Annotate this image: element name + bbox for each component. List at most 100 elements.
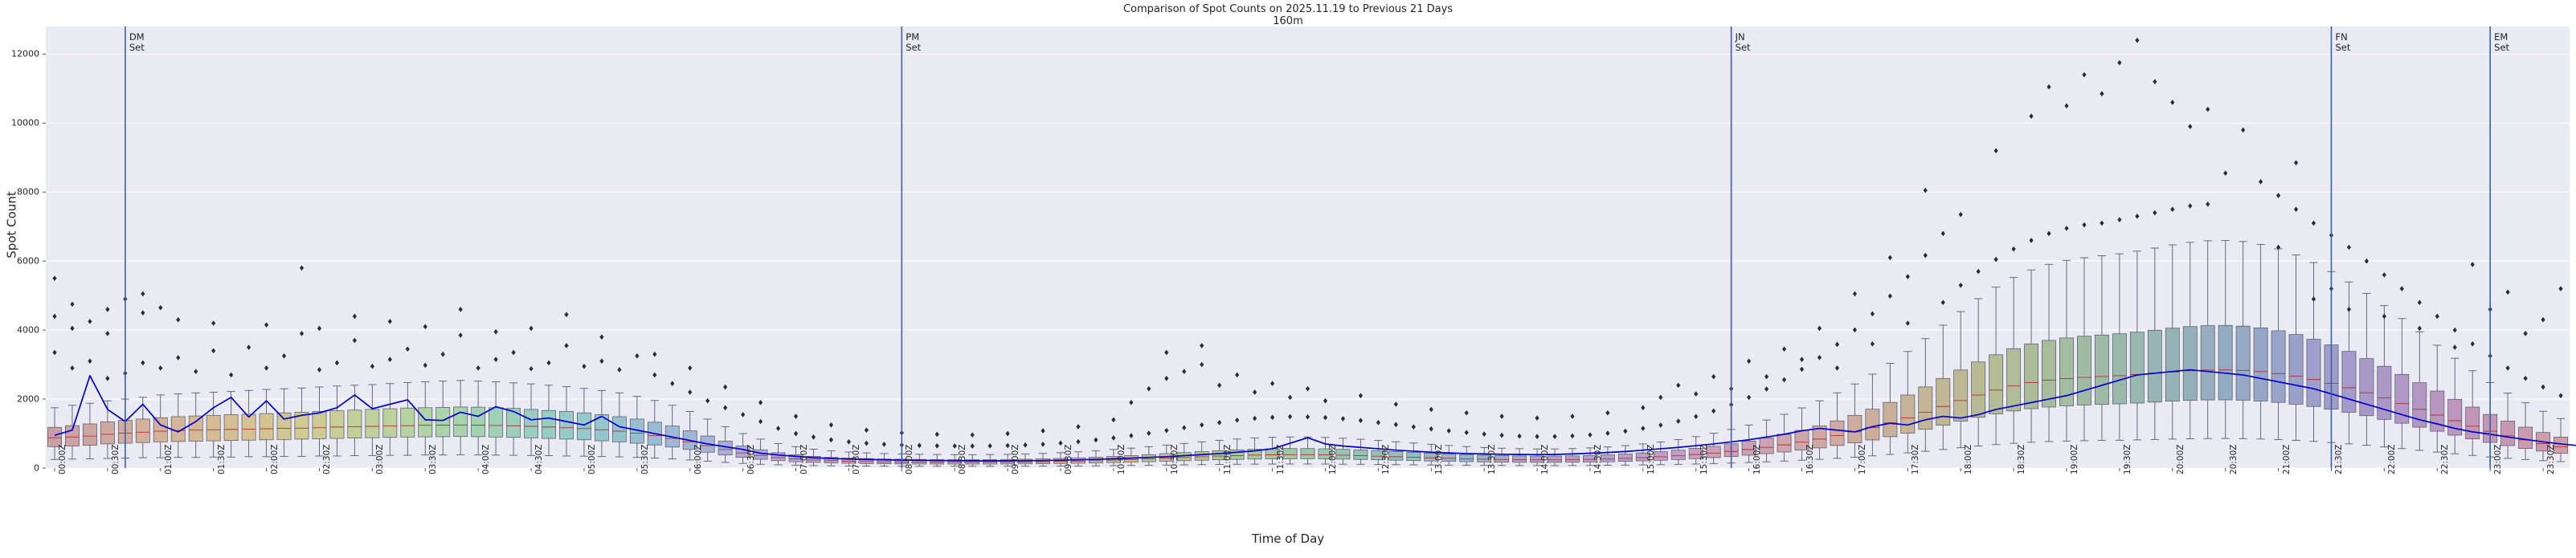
outlier-point bbox=[1270, 381, 1275, 387]
x-axis-label: Time of Day bbox=[1251, 532, 1325, 546]
box-iqr bbox=[2147, 329, 2162, 403]
outlier-point bbox=[2293, 206, 2299, 213]
outlier-point bbox=[2029, 113, 2034, 120]
box-group bbox=[1265, 381, 1280, 465]
outlier-point bbox=[2082, 222, 2087, 228]
outlier-point bbox=[1305, 385, 1310, 392]
box-group bbox=[629, 353, 644, 458]
outlier-point bbox=[105, 307, 110, 312]
x-tick-label: 00:00Z bbox=[57, 444, 67, 475]
box-iqr bbox=[47, 426, 62, 447]
outlier-point bbox=[158, 365, 163, 371]
outlier-point bbox=[652, 372, 657, 378]
outlier-point bbox=[2505, 365, 2510, 371]
box-group bbox=[1494, 413, 1510, 466]
box-iqr bbox=[824, 457, 839, 463]
box-iqr bbox=[294, 412, 309, 440]
box-iqr bbox=[347, 409, 362, 438]
box-iqr bbox=[806, 456, 821, 463]
box-iqr bbox=[2042, 340, 2056, 408]
box-group bbox=[1123, 400, 1139, 466]
box-iqr bbox=[965, 459, 980, 465]
outlier-point bbox=[370, 363, 374, 369]
outlier-point bbox=[458, 332, 463, 338]
plot-background bbox=[46, 26, 2570, 468]
outlier-point bbox=[1676, 418, 1681, 424]
x-tick-label: 12:30Z bbox=[1381, 444, 1392, 475]
outlier-point bbox=[1958, 282, 1963, 288]
outlier-point bbox=[493, 328, 498, 335]
box-group bbox=[2377, 272, 2392, 448]
x-tick-label: 19:30Z bbox=[2122, 444, 2132, 475]
outlier-point bbox=[2206, 201, 2210, 207]
box-group bbox=[365, 363, 380, 456]
outlier-point bbox=[1323, 414, 1328, 421]
outlier-point bbox=[1958, 211, 1963, 218]
box-iqr bbox=[1741, 441, 1756, 456]
box-iqr bbox=[312, 411, 327, 439]
outlier-point bbox=[141, 360, 145, 366]
event-label-em-set: EM Set bbox=[2494, 31, 2510, 53]
outlier-point bbox=[2417, 299, 2422, 306]
box-group bbox=[1371, 419, 1386, 465]
box-iqr bbox=[1000, 458, 1016, 465]
box-iqr bbox=[2024, 343, 2039, 409]
box-group bbox=[2500, 289, 2516, 459]
outlier-point bbox=[1993, 148, 1998, 153]
outlier-point bbox=[158, 304, 163, 311]
box-group bbox=[1018, 442, 1033, 467]
outlier-point bbox=[1235, 372, 1240, 378]
box-iqr bbox=[1582, 454, 1597, 462]
outlier-point bbox=[105, 375, 110, 381]
x-tick-label: 06:30Z bbox=[746, 444, 756, 475]
outlier-point bbox=[1358, 417, 1363, 424]
box-group bbox=[524, 325, 538, 456]
box-iqr bbox=[2430, 390, 2445, 432]
box-group bbox=[100, 307, 115, 459]
box-iqr bbox=[912, 458, 927, 465]
box-iqr bbox=[1847, 414, 1862, 443]
x-tick-label: 14:30Z bbox=[1593, 444, 1603, 475]
outlier-point bbox=[775, 426, 781, 431]
box-group bbox=[576, 363, 591, 457]
outlier-point bbox=[1940, 230, 1945, 237]
box-group bbox=[2129, 37, 2145, 441]
outlier-point bbox=[70, 301, 75, 308]
outlier-point bbox=[2417, 325, 2422, 332]
outlier-point bbox=[1799, 366, 1805, 373]
outlier-point bbox=[2241, 127, 2246, 133]
box-group bbox=[877, 442, 892, 467]
outlier-point bbox=[387, 356, 392, 362]
box-group bbox=[1759, 373, 1774, 462]
box-iqr bbox=[1865, 409, 1880, 441]
box-iqr bbox=[841, 458, 857, 464]
box-group bbox=[47, 275, 62, 460]
outlier-point bbox=[2470, 341, 2475, 347]
x-tick-label: 10:00Z bbox=[1116, 444, 1126, 475]
box-group bbox=[930, 431, 945, 467]
outlier-point bbox=[2558, 286, 2563, 291]
box-group bbox=[1036, 428, 1050, 467]
x-tick-label: 11:30Z bbox=[1275, 444, 1286, 475]
box-iqr bbox=[559, 411, 574, 440]
outlier-point bbox=[1164, 375, 1169, 381]
outlier-point bbox=[2188, 203, 2193, 209]
box-group bbox=[1600, 409, 1615, 466]
box-iqr bbox=[2182, 326, 2198, 401]
y-tick-label: 10000 bbox=[11, 117, 39, 128]
box-iqr bbox=[329, 410, 345, 439]
outlier-point bbox=[1870, 311, 1875, 317]
outlier-point bbox=[2082, 71, 2087, 78]
box-iqr bbox=[1335, 449, 1351, 460]
outlier-point bbox=[1658, 422, 1663, 428]
box-group bbox=[294, 265, 309, 457]
box-iqr bbox=[877, 458, 892, 464]
gridlines bbox=[46, 53, 2570, 469]
box-iqr bbox=[1318, 448, 1333, 459]
event-label-jn-set: JN Set bbox=[1735, 31, 1751, 53]
outlier-point bbox=[1164, 349, 1169, 356]
box-iqr bbox=[188, 415, 203, 442]
outlier-point bbox=[2100, 220, 2104, 226]
outlier-point bbox=[2011, 246, 2016, 252]
box-iqr bbox=[1617, 454, 1633, 462]
